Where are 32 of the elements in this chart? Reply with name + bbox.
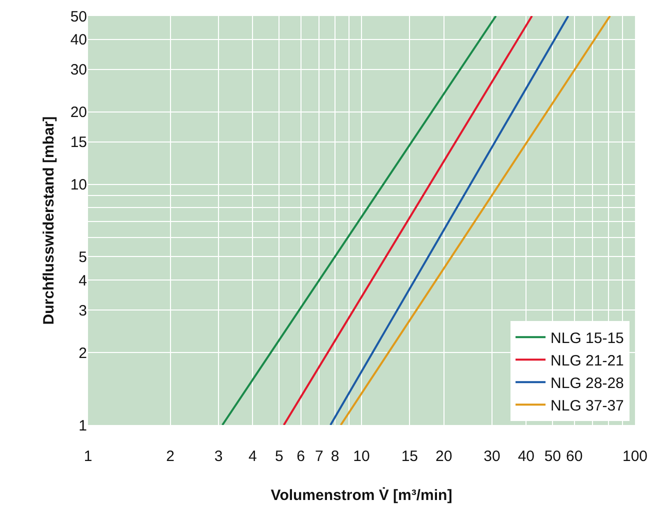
y-tick-label: 50 [70, 8, 87, 26]
legend-label: NLG 37-37 [550, 398, 624, 415]
y-tick-label: 3 [78, 302, 87, 320]
x-tick-label: 100 [622, 448, 648, 465]
x-tick-label: 2 [166, 448, 174, 465]
y-tick-label: 2 [78, 344, 87, 362]
x-tick-label: 3 [214, 448, 223, 465]
legend-label: NLG 15-15 [550, 330, 624, 348]
y-tick-label: 40 [70, 32, 87, 49]
x-axis-title: Volumenstrom V̇ [m³/min] [270, 486, 452, 504]
x-tick-label: 7 [314, 448, 324, 465]
x-tick-label: 15 [401, 448, 418, 465]
x-tick-label: 4 [248, 448, 257, 465]
y-tick-label: 5 [78, 248, 87, 266]
x-tick-label: 10 [353, 448, 370, 465]
legend-label: NLG 21-21 [550, 352, 624, 370]
x-tick-label: 60 [566, 448, 583, 465]
legend-label: NLG 28-28 [550, 375, 624, 392]
x-tick-label: 8 [330, 448, 340, 465]
y-tick-label: 10 [70, 176, 87, 194]
y-axis-title: Durchflusswiderstand [mbar] [40, 116, 58, 325]
x-tick-label: 5 [275, 448, 284, 465]
y-tick-label: 4 [78, 272, 87, 290]
y-tick-label: 15 [70, 134, 87, 152]
x-tick-label: 20 [435, 448, 452, 465]
x-tick-label: 50 [544, 448, 562, 465]
y-tick-label: 20 [70, 104, 87, 122]
x-tick-label: 40 [518, 448, 535, 465]
x-tick-label: 6 [296, 448, 305, 465]
y-tick-label: 30 [70, 62, 87, 79]
y-tick-label: 1 [78, 417, 87, 434]
x-tick-label: 30 [484, 448, 500, 465]
